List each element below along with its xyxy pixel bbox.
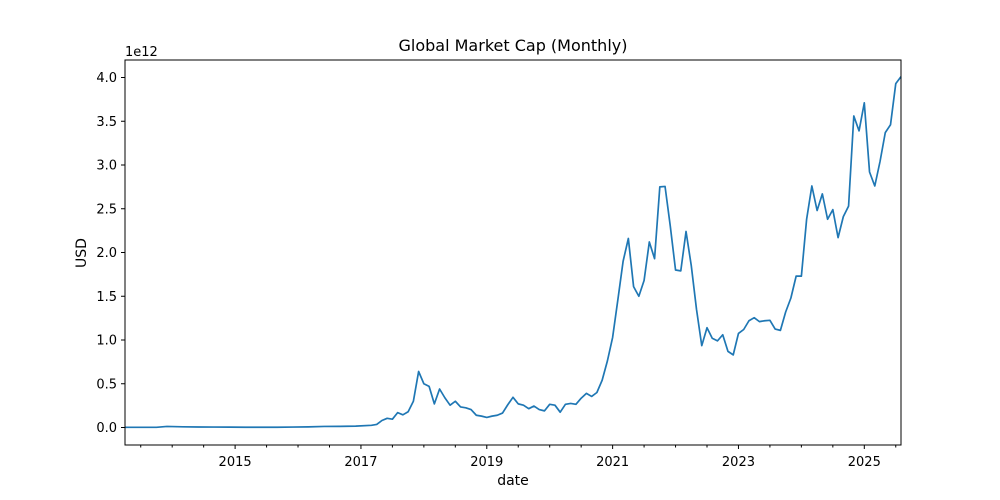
x-tick-label: 2015 — [219, 455, 252, 470]
y-tick-label: 0.5 — [96, 377, 117, 392]
y-tick-label: 4.0 — [96, 71, 117, 86]
plot-frame — [124, 59, 902, 446]
x-tick-label: 2023 — [722, 455, 755, 470]
chart-title: Global Market Cap (Monthly) — [399, 36, 628, 55]
y-tick-label: 3.5 — [96, 115, 117, 130]
series-line-0 — [125, 76, 902, 429]
x-tick-label: 2017 — [344, 455, 377, 470]
y-tick-label: 0.0 — [96, 421, 117, 436]
y-offset-label: 1e12 — [125, 45, 158, 60]
y-tick-label: 2.5 — [96, 202, 117, 217]
y-tick-label: 1.5 — [96, 290, 117, 305]
plot-layer: 0.0 0.5 1.0 1.5 2.0 2.5 3.0 3.5 4.0 2015 2017 2019 2… — [96, 59, 902, 470]
y-tick-label: 1.0 — [96, 334, 117, 349]
y-axis-label: USD — [74, 238, 90, 268]
x-tick-label: 2021 — [596, 455, 629, 470]
x-axis-label: date — [497, 473, 529, 489]
x-tick-label: 2019 — [470, 455, 503, 470]
y-tick-label: 2.0 — [96, 246, 117, 261]
x-tick-label: 2025 — [848, 455, 881, 470]
y-tick-label: 3.0 — [96, 159, 117, 174]
